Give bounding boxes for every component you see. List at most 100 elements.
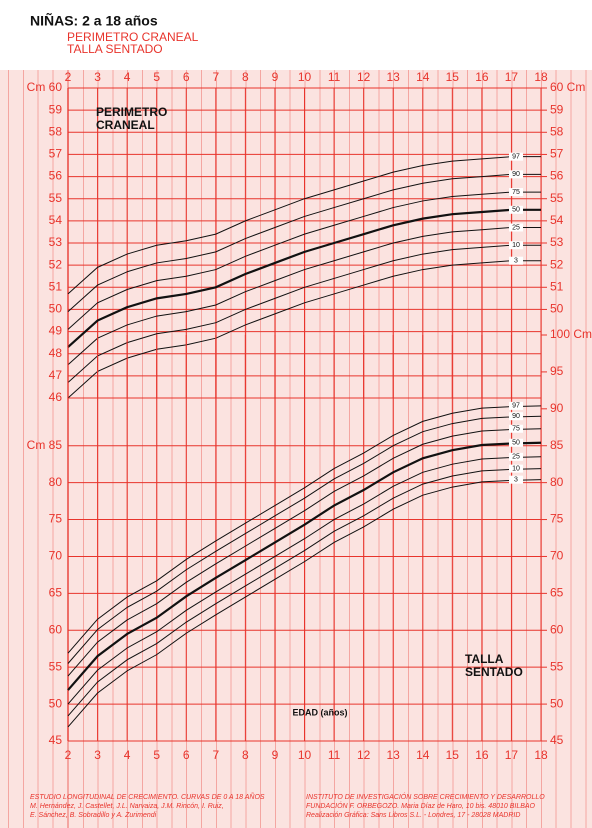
legend-label: 3 [514,258,518,265]
label-bg [509,188,523,197]
x-tick-label: 14 [416,70,430,84]
y-tick-label: 60 [49,622,63,636]
y2-tick-label: 70 [550,549,564,563]
y2-tick-label: 58 [550,124,564,138]
legend-label: 25 [512,224,520,231]
y2-tick-label: 53 [550,235,564,249]
y2-tick-label: 60 [550,622,564,636]
y-tick-label: Cm 85 [27,438,63,452]
x-tick-label: 15 [446,70,460,84]
annotation: TALLA [465,652,504,666]
x-axis-label: EDAD (años) [292,707,347,717]
x-tick-label: 4 [124,70,131,84]
x-tick-label: 18 [534,70,548,84]
footer-text: INSTITUTO DE INVESTIGACIÓN SOBRE CRECIMI… [306,792,545,801]
x-tick-label: 15 [446,748,460,762]
x-tick-label: 16 [475,748,489,762]
y-tick-label: 65 [49,586,63,600]
y2-tick-label: 55 [550,191,564,205]
y-tick-label: 70 [49,549,63,563]
x-tick-label: 2 [65,70,72,84]
y2-tick-label: 50 [550,302,564,316]
percentile-line [67,428,542,677]
footer-text: Realización Gráfica: Sans Libros S.L. - … [306,812,520,819]
annotation: CRANEAL [96,118,155,132]
y2-tick-label: 56 [550,169,564,183]
legend-label: 3 [514,477,518,484]
y2-tick-label: 60 Cm [550,80,585,94]
percentile-line [67,405,542,654]
y2-tick-label: 45 [550,733,564,747]
y2-tick-label: 51 [550,279,564,293]
label-bg [509,170,523,179]
x-tick-label: 5 [153,70,160,84]
label-bg [509,412,523,421]
label-bg [509,401,523,410]
label-bg [509,223,523,232]
y-tick-label: 47 [49,368,63,382]
annotation: SENTADO [465,665,523,679]
legend-label: 25 [512,454,520,461]
legend-label: 75 [512,426,520,433]
y-tick-label: 52 [49,257,63,271]
x-tick-label: 17 [505,70,519,84]
x-tick-label: 5 [153,748,160,762]
label-bg [509,205,523,214]
y2-tick-label: 100 Cm [550,327,592,341]
x-tick-label: 17 [505,748,519,762]
footer-text: M. Hernández, J. Castellet, J.L. Narvaiz… [30,803,224,810]
percentile-line [67,456,542,705]
x-tick-label: 13 [387,70,401,84]
y2-tick-label: 55 [550,659,564,673]
x-tick-label: 11 [328,70,341,84]
y2-tick-label: 85 [550,438,564,452]
x-tick-label: 7 [212,70,219,84]
label-bg [509,152,523,161]
subtitle: TALLA SENTADO [67,42,163,56]
y-tick-label: 57 [49,147,63,161]
percentile-line [67,441,542,691]
title: NIÑAS: 2 a 18 años [30,12,158,29]
y-tick-label: 55 [49,659,63,673]
percentile-line [67,479,542,728]
subtitle: PERIMETRO CRANEAL [67,30,199,44]
percentile-line [67,468,542,717]
legend-label: 10 [512,242,520,249]
x-tick-label: 16 [475,70,489,84]
legend-label: 97 [512,403,520,410]
y-tick-label: 58 [49,124,63,138]
y-tick-label: 50 [49,696,63,710]
legend-label: 50 [512,207,520,214]
y-tick-label: Cm 60 [27,80,63,94]
percentile-line [67,227,541,366]
legend-label: 90 [512,171,520,178]
y-tick-label: 54 [49,213,63,227]
x-tick-label: 9 [272,748,279,762]
y2-tick-label: 90 [550,401,564,415]
y2-tick-label: 52 [550,257,564,271]
y-tick-label: 56 [49,169,63,183]
label-bg [509,438,523,447]
legend-label: 97 [512,153,520,160]
chart-background [0,70,592,828]
percentile-line [67,208,541,348]
x-tick-label: 14 [416,748,430,762]
percentile-line [67,244,541,383]
label-bg [509,241,523,250]
footer-text: ESTUDIO LONGITUDINAL DE CRECIMIENTO. CUR… [30,792,265,801]
y2-tick-label: 75 [550,512,564,526]
x-tick-label: 12 [357,748,371,762]
label-bg [509,452,523,461]
legend-label: 90 [512,413,520,420]
x-tick-label: 3 [94,70,101,84]
y-tick-label: 50 [49,302,63,316]
label-bg [509,256,523,265]
y2-tick-label: 57 [550,147,564,161]
x-tick-label: 10 [298,748,312,762]
y-tick-label: 59 [49,102,63,116]
percentile-line [67,156,541,295]
footer-text: E. Sánchez, B. Sobradillo y A. Zurimendi [30,812,157,819]
y2-tick-label: 59 [550,102,564,116]
x-tick-label: 4 [124,748,131,762]
